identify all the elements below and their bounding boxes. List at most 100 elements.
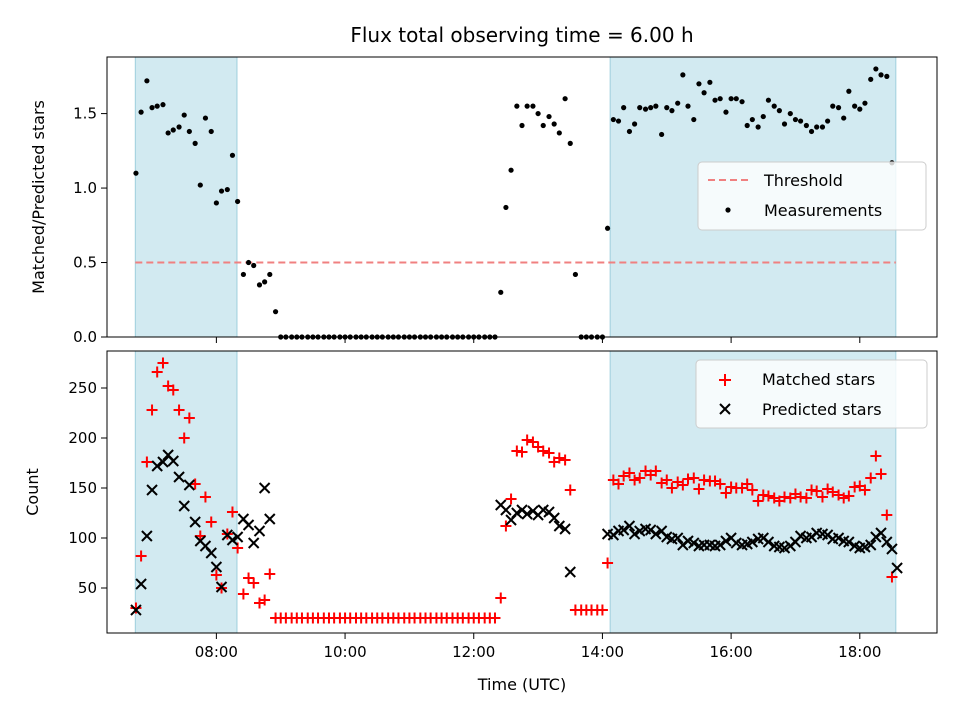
measurement-point: [186, 128, 192, 135]
measurement-point: [884, 73, 890, 79]
predicted-point: [247, 537, 260, 549]
count-panel-legend: Matched stars Predicted stars: [695, 359, 928, 429]
predicted-point: [135, 578, 147, 590]
predicted-point: [183, 479, 196, 491]
shaded-interval-0: [134, 56, 238, 338]
predicted-point: [875, 527, 887, 539]
measurement-point: [519, 122, 525, 129]
measurement-point: [846, 88, 852, 94]
measurement-point: [707, 79, 713, 85]
measurement-point: [728, 96, 734, 102]
y-tick-label: 1.5: [73, 105, 97, 123]
measurement-point: [744, 122, 750, 129]
measurement-point: [669, 108, 675, 114]
measurement-point: [535, 110, 541, 117]
measurement-point: [723, 109, 729, 115]
x-axis-title: Time (UTC): [477, 675, 566, 694]
measurement-point: [771, 103, 777, 109]
measurement-point: [524, 103, 530, 109]
measurement-point: [852, 103, 858, 109]
measurement-point: [138, 109, 144, 115]
x-tick-label: 18:00: [838, 643, 881, 661]
matched-point: [264, 568, 276, 580]
y-tick-label: 250: [68, 379, 97, 397]
x-tick-label: 10:00: [323, 643, 366, 661]
measurements-series: [133, 66, 895, 340]
matched-point: [237, 588, 249, 600]
measurement-point: [862, 100, 868, 106]
matched-point: [762, 490, 774, 502]
predicted-point: [564, 566, 576, 578]
measurement-point: [224, 186, 230, 193]
matched-point: [741, 478, 753, 490]
legend-predicted-label: Predicted stars: [762, 400, 882, 419]
measurement-point: [653, 103, 659, 109]
x-tick-label: 14:00: [581, 643, 624, 661]
legend-measurements-swatch: [725, 207, 731, 213]
matched-point: [859, 484, 871, 496]
legend-matched-label: Matched stars: [762, 370, 875, 389]
measurement-point: [873, 66, 879, 72]
y-tick-label: 0.0: [73, 328, 97, 346]
y-tick-label: 0.5: [73, 254, 97, 272]
matched-point: [226, 506, 238, 518]
matched-point: [543, 447, 555, 459]
measurement-point: [659, 131, 665, 138]
predicted-point: [832, 532, 845, 544]
predicted-point: [617, 524, 630, 536]
matched-point: [875, 468, 887, 480]
predicted-point: [865, 539, 877, 551]
predicted-point: [500, 504, 512, 516]
measurement-point: [546, 113, 552, 120]
matched-point: [135, 550, 147, 562]
matched-point: [205, 516, 217, 528]
measurement-point: [530, 103, 536, 109]
measurement-point: [229, 152, 236, 158]
matched-point: [816, 491, 828, 503]
matched-point: [130, 602, 142, 614]
matched-point: [183, 412, 195, 424]
matched-point: [688, 472, 700, 484]
predicted-point: [553, 520, 566, 532]
matched-point: [811, 485, 823, 497]
measurement-point: [133, 170, 139, 176]
measurement-point: [685, 103, 691, 109]
ratio-panel-y-ticks: 0.0 0.5 1.0 1.5: [73, 105, 107, 346]
matched-point: [521, 434, 533, 446]
predicted-point: [746, 536, 759, 548]
matched-point: [151, 366, 163, 378]
ratio-panel-legend: Threshold Measurements: [697, 161, 927, 231]
matched-point: [248, 577, 260, 589]
predicted-point: [130, 604, 142, 616]
measurement-point: [803, 122, 809, 129]
matched-point: [661, 474, 673, 486]
count-panel: 50 100 150 200 250 08:00 10:00 12:00 14:00 16:00…: [23, 350, 938, 694]
predicted-point: [258, 482, 271, 494]
measurement-point: [680, 72, 686, 78]
measurement-point: [514, 103, 520, 109]
measurement-point: [604, 225, 611, 231]
legend-threshold-label: Threshold: [763, 171, 843, 190]
predicted-point: [521, 508, 533, 520]
matched-point: [564, 484, 576, 496]
predicted-point: [762, 536, 775, 548]
measurement-point: [755, 124, 761, 130]
measurement-point: [814, 124, 820, 130]
measurement-point: [691, 116, 697, 123]
ratio-panel-x-ticks: [215, 337, 861, 343]
measurement-point: [144, 78, 150, 84]
measurement-point: [256, 282, 263, 288]
measurement-point: [267, 271, 273, 278]
matched-point: [210, 569, 222, 581]
matched-point: [666, 482, 678, 494]
measurement-point: [610, 116, 616, 123]
predicted-point: [215, 581, 228, 593]
matched-point: [259, 594, 271, 606]
measurement-point: [245, 259, 252, 266]
measurement-point: [717, 96, 723, 102]
predicted-point: [151, 460, 163, 472]
x-tick-label: 16:00: [709, 643, 752, 661]
ratio-panel-legend-box: [697, 161, 927, 231]
measurement-point: [621, 105, 627, 111]
matched-point: [157, 357, 169, 369]
